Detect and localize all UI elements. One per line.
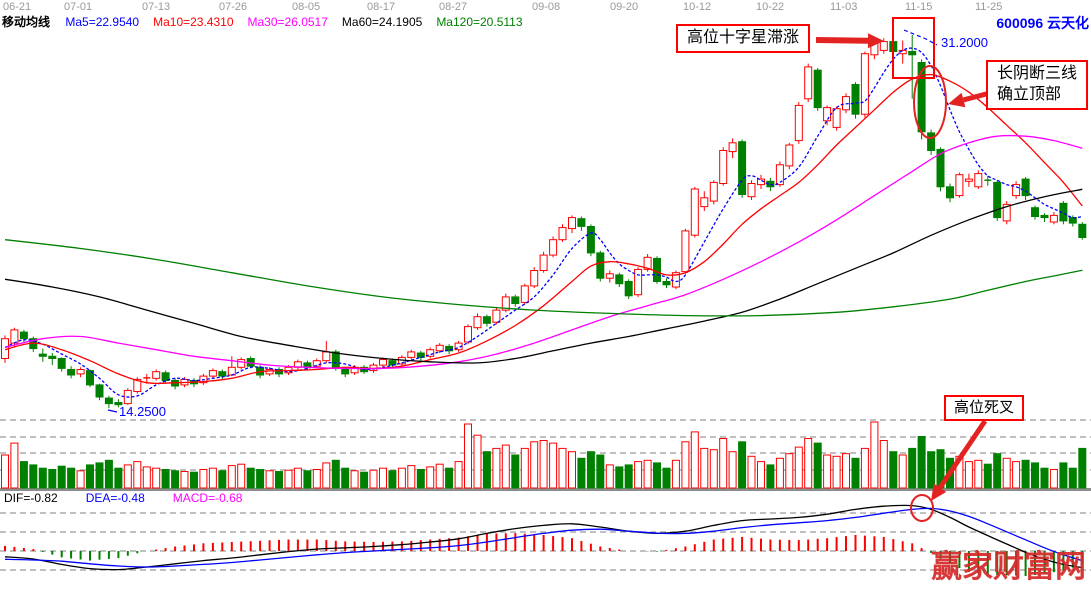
death-cross-circle (910, 494, 934, 522)
ma-lines (4, 47, 1083, 398)
annotation-shapes (107, 17, 991, 522)
watermark: 赢家财富网 (931, 549, 1086, 584)
price-label-low: 14.2500 (119, 404, 166, 419)
date-tick-10-22: 10-22 (756, 1, 785, 13)
annotation-doji-text: 高位十字星滞涨 (687, 29, 800, 46)
date-tick-10-12: 10-12 (683, 1, 712, 13)
date-tick-06-21: 06-21 (3, 1, 32, 13)
pane-separator (0, 488, 1091, 491)
ma-value-2: Ma30=26.0517 (247, 15, 328, 29)
annotation-long-yin-line2: 确立顶部 (997, 85, 1062, 103)
macd-value-0: DIF=-0.82 (4, 491, 58, 505)
ma30-line (4, 134, 1083, 370)
stock-name: 云天化 (1047, 15, 1089, 31)
date-tick-11-25: 11-25 (975, 1, 1003, 13)
annotation-long-yin-line1: 长阴断三线 (997, 65, 1078, 82)
date-tick-08-17: 08-17 (367, 1, 396, 13)
macd-value-1: DEA=-0.48 (85, 491, 145, 505)
ma-value-4: Ma120=20.5113 (436, 15, 523, 29)
annotation-doji-stagnation: 高位十字星滞涨 (676, 24, 811, 53)
date-tick-09-20: 09-20 (610, 1, 639, 13)
ma10-line (4, 73, 1083, 385)
ma120-line (4, 239, 1083, 317)
date-tick-07-01: 07-01 (64, 1, 93, 13)
annotation-death-cross: 高位死叉 (944, 395, 1025, 421)
volume-series (1, 421, 1087, 489)
arrow-long-yin (948, 90, 991, 108)
annotation-long-yin: 长阴断三线 确立顶部 (986, 60, 1089, 110)
ma5-line (4, 47, 1083, 398)
ma-header-title: 移动均线 (2, 15, 51, 29)
date-tick-11-15: 11-15 (905, 1, 933, 13)
annotation-death-cross-text: 高位死叉 (954, 399, 1015, 416)
macd-dea-line (4, 507, 1083, 568)
macd-header: DIF=-0.82 DEA=-0.48 MACD=-0.68 (4, 491, 270, 505)
ma-header: 移动均线 Ma5=22.9540 Ma10=23.4310 Ma30=26.0517… (2, 13, 537, 30)
date-tick-08-05: 08-05 (292, 1, 321, 13)
ma-value-0: Ma5=22.9540 (65, 15, 140, 29)
long-yin-ellipse (913, 65, 947, 139)
date-tick-11-03: 11-03 (830, 1, 858, 13)
doji-highlight-rect (892, 17, 935, 79)
stock-label: 600096 云天化 (996, 13, 1089, 33)
ma-value-1: Ma10=23.4310 (153, 15, 234, 29)
arrow-death-cross (931, 419, 988, 501)
low-price-pointer (107, 409, 118, 413)
candlestick-series (1, 35, 1087, 408)
stock-code: 600096 (996, 15, 1044, 31)
date-tick-08-27: 08-27 (439, 1, 468, 13)
date-tick-09-08: 09-08 (532, 1, 561, 13)
date-tick-07-13: 07-13 (142, 1, 171, 13)
ma60-line (4, 188, 1083, 364)
date-tick-07-26: 07-26 (219, 1, 248, 13)
price-label-high: 31.2000 (941, 35, 988, 50)
ma-value-3: Ma60=24.1905 (341, 15, 423, 29)
macd-dif-line (4, 504, 1083, 571)
high-price-pointer (903, 29, 938, 46)
macd-value-2: MACD=-0.68 (172, 491, 243, 505)
arrow-doji-stagnation (815, 33, 884, 49)
